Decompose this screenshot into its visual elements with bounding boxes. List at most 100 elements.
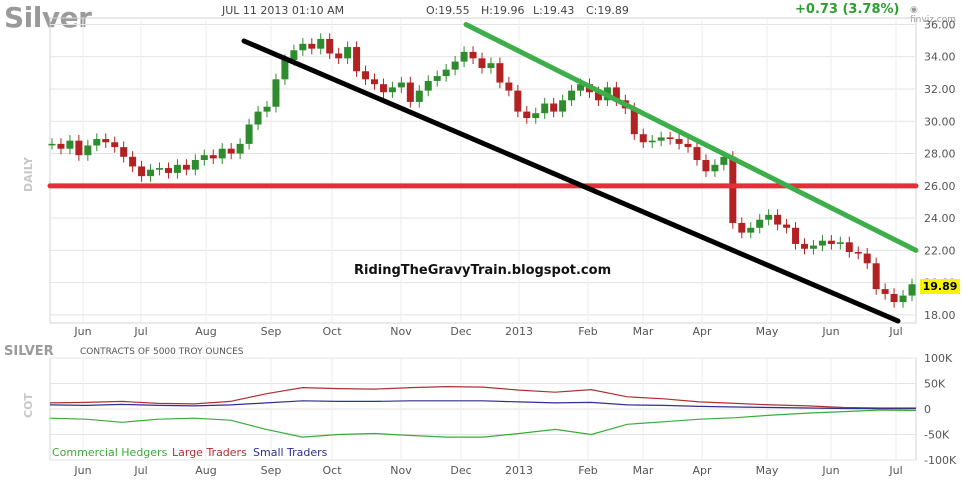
x-tick-label: Feb xyxy=(578,325,597,338)
x-tick-label: Jun xyxy=(821,325,839,338)
cot-x-tick-label: Sep xyxy=(261,464,282,477)
candle-body xyxy=(129,156,137,167)
candle-body xyxy=(75,140,83,156)
x-tick-label: Jun xyxy=(73,325,91,338)
candle-body xyxy=(147,169,155,177)
candle-body xyxy=(541,103,549,114)
cot-y-tick-label: 100K xyxy=(924,352,953,365)
candle-body xyxy=(254,111,262,125)
cot-subtitle: CONTRACTS OF 5000 TROY OUNCES xyxy=(80,347,244,357)
candle-body xyxy=(693,147,701,161)
cot-x-tick-label: Jul xyxy=(888,464,902,477)
cot-x-tick-label: 2013 xyxy=(505,464,533,477)
candle-body xyxy=(93,139,101,146)
candle-body xyxy=(371,79,378,85)
candle-body xyxy=(397,82,405,88)
candle-body xyxy=(433,76,441,81)
candle-body xyxy=(102,139,110,143)
candle-body xyxy=(765,214,773,220)
candle-body xyxy=(442,69,450,77)
x-tick-label: Apr xyxy=(692,325,712,338)
candle-body xyxy=(827,240,835,244)
candle-body xyxy=(783,224,791,228)
candle-body xyxy=(84,145,92,156)
candle-body xyxy=(48,143,56,146)
cot-x-tick-label: Jul xyxy=(133,464,147,477)
candle-body xyxy=(200,155,208,161)
cot-series xyxy=(49,385,917,438)
cot-y-tick-label: -100K xyxy=(924,454,957,467)
candle-body xyxy=(720,156,728,165)
candle-body xyxy=(227,148,235,154)
cot-x-tick-label: Feb xyxy=(578,464,597,477)
x-tick-label: Mar xyxy=(633,325,654,338)
candle-body xyxy=(344,47,352,59)
cot-y-tick-label: 50K xyxy=(924,378,946,391)
candle-body xyxy=(612,87,620,101)
y-tick-label: 18.00 xyxy=(924,309,956,322)
candle-body xyxy=(191,160,199,170)
candle-body xyxy=(801,243,808,249)
candle-body xyxy=(120,147,128,157)
last-price-badge: 19.89 xyxy=(920,279,960,294)
candle-body xyxy=(353,47,361,72)
candle-body xyxy=(648,140,656,143)
candle-body xyxy=(496,63,504,83)
candle-body xyxy=(164,168,172,173)
candle-body xyxy=(684,143,692,148)
candle-body xyxy=(236,143,244,154)
cot-x-tick-label: Apr xyxy=(692,464,712,477)
trend-line-black xyxy=(241,38,901,324)
y-tick-label: 24.00 xyxy=(924,212,956,225)
finviz-logo-text: finviz.com xyxy=(910,15,957,25)
candle-body xyxy=(523,111,531,119)
candle-body xyxy=(469,51,477,59)
cot-x-tick-label: Mar xyxy=(633,464,654,477)
legend-commercial: Commercial Hedgers xyxy=(52,446,168,459)
y-tick-label: 36.00 xyxy=(924,18,956,31)
candle-body xyxy=(362,71,370,80)
candle-body xyxy=(881,289,889,294)
candle-body xyxy=(836,242,844,244)
candle-body xyxy=(299,43,307,51)
price-candles xyxy=(48,33,916,308)
candle-body xyxy=(335,53,343,59)
candle-body xyxy=(908,284,916,296)
candle-body xyxy=(818,240,826,246)
cot-x-tick-label: Jun xyxy=(73,464,91,477)
y-tick-label: 32.00 xyxy=(924,83,956,96)
candle-body xyxy=(415,90,423,102)
candle-body xyxy=(272,79,280,107)
candle-body xyxy=(899,295,907,303)
candle-body xyxy=(594,92,602,101)
cot-x-tick-label: Oct xyxy=(322,464,342,477)
cot-y-axis: 100K 50K 0 -50K -100K xyxy=(924,352,957,467)
candle-body xyxy=(809,245,817,249)
candle-body xyxy=(66,140,74,149)
cot-grid xyxy=(49,357,917,461)
cot-x-tick-label: May xyxy=(756,464,779,477)
y-tick-label: 30.00 xyxy=(924,115,956,128)
candle-body xyxy=(577,84,585,91)
price-y-axis: 36.00 34.00 32.00 30.00 28.00 26.00 24.00 22.00… xyxy=(924,18,956,321)
candle-body xyxy=(729,156,737,223)
cot-x-tick-label: Dec xyxy=(450,464,471,477)
finviz-logo[interactable]: ◉ finviz.com xyxy=(910,5,964,25)
candle-body xyxy=(326,38,334,54)
legend-large: Large Traders xyxy=(172,446,247,459)
candle-body xyxy=(675,139,683,144)
candle-body xyxy=(487,63,495,69)
candle-body xyxy=(111,142,119,148)
candle-body xyxy=(568,90,576,101)
candle-body xyxy=(738,222,746,233)
y-tick-label: 26.00 xyxy=(924,180,956,193)
candle-body xyxy=(290,50,298,60)
x-tick-label: Dec xyxy=(450,325,471,338)
x-tick-label: Jul xyxy=(888,325,902,338)
finviz-icon: ◉ xyxy=(910,5,918,15)
legend-small: Small Traders xyxy=(253,446,328,459)
candle-body xyxy=(138,166,146,177)
candle-body xyxy=(406,82,414,102)
x-tick-label: Jul xyxy=(133,325,147,338)
candle-body xyxy=(156,168,163,170)
